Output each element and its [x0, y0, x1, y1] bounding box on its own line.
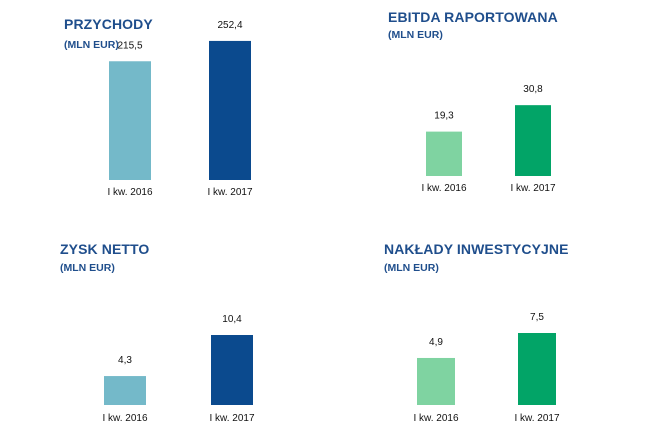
bar: [211, 335, 253, 405]
data-label: 252,4: [217, 20, 242, 31]
category-label: I kw. 2016: [413, 413, 458, 424]
data-label: 19,3: [434, 111, 454, 122]
category-label: I kw. 2017: [209, 413, 254, 424]
bar: [518, 333, 556, 405]
chart-title: NAKŁADY INWESTYCYJNE: [384, 241, 569, 257]
chart-subtitle: (MLN EUR): [60, 262, 115, 274]
bar: [209, 40, 251, 181]
chart-title: ZYSK NETTO: [60, 241, 150, 257]
bar: [109, 61, 151, 180]
chart-title: PRZYCHODY: [64, 16, 153, 32]
bar: [515, 105, 551, 176]
category-label: I kw. 2017: [207, 187, 252, 198]
bar: [417, 357, 455, 405]
category-label: I kw. 2016: [102, 413, 147, 424]
category-label: I kw. 2017: [514, 413, 559, 424]
chart-subtitle: (MLN EUR): [388, 29, 443, 41]
chart-title: EBITDA RAPORTOWANA: [388, 9, 558, 25]
data-label: 10,4: [222, 314, 242, 325]
data-label: 215,5: [117, 40, 142, 51]
category-label: I kw. 2016: [421, 183, 466, 194]
data-label: 4,3: [118, 355, 132, 366]
category-label: I kw. 2016: [107, 187, 152, 198]
data-label: 7,5: [530, 312, 544, 323]
data-label: 4,9: [429, 337, 443, 348]
bar: [426, 131, 462, 176]
category-label: I kw. 2017: [510, 183, 555, 194]
chart-subtitle: (MLN EUR): [384, 262, 439, 274]
data-label: 30,8: [523, 84, 543, 95]
bar: [104, 376, 146, 405]
chart-subtitle: (MLN EUR): [64, 39, 119, 51]
